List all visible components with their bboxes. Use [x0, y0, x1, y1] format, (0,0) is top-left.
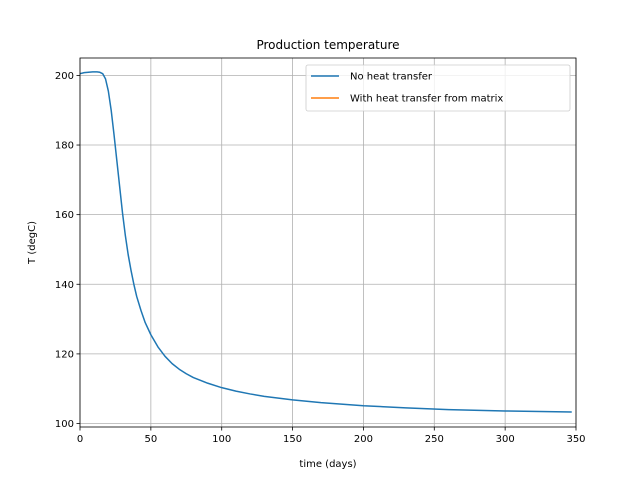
x-axis-label: time (days) — [299, 459, 356, 470]
x-tick-label: 100 — [212, 434, 231, 445]
legend: No heat transfer With heat transfer from … — [305, 64, 571, 112]
chart-title: Production temperature — [256, 38, 399, 52]
x-tick-label: 350 — [566, 434, 585, 445]
legend-label: No heat transfer — [350, 72, 433, 83]
y-tick-label: 180 — [55, 141, 74, 152]
y-axis-label: T (degC) — [27, 221, 38, 265]
x-tick-label: 200 — [354, 434, 373, 445]
plot-frame — [79, 57, 577, 428]
x-tick-label: 300 — [496, 434, 515, 445]
x-tick-label: 50 — [144, 434, 157, 445]
series-line — [79, 71, 572, 413]
y-tick-label: 100 — [55, 419, 74, 430]
y-tick-label: 200 — [55, 71, 74, 82]
y-axis-ticks: 100 120 140 160 180 200 — [55, 71, 80, 430]
x-tick-label: 150 — [283, 434, 302, 445]
x-tick-label: 250 — [425, 434, 444, 445]
plot-series — [79, 71, 572, 413]
x-axis-ticks: 0 50 100 150 200 250 300 350 — [77, 427, 586, 445]
x-tick-label: 0 — [77, 434, 83, 445]
y-tick-label: 140 — [55, 280, 74, 291]
legend-box — [305, 64, 571, 112]
y-tick-label: 160 — [55, 210, 74, 221]
legend-label: With heat transfer from matrix — [350, 94, 503, 105]
y-tick-label: 120 — [55, 349, 74, 360]
